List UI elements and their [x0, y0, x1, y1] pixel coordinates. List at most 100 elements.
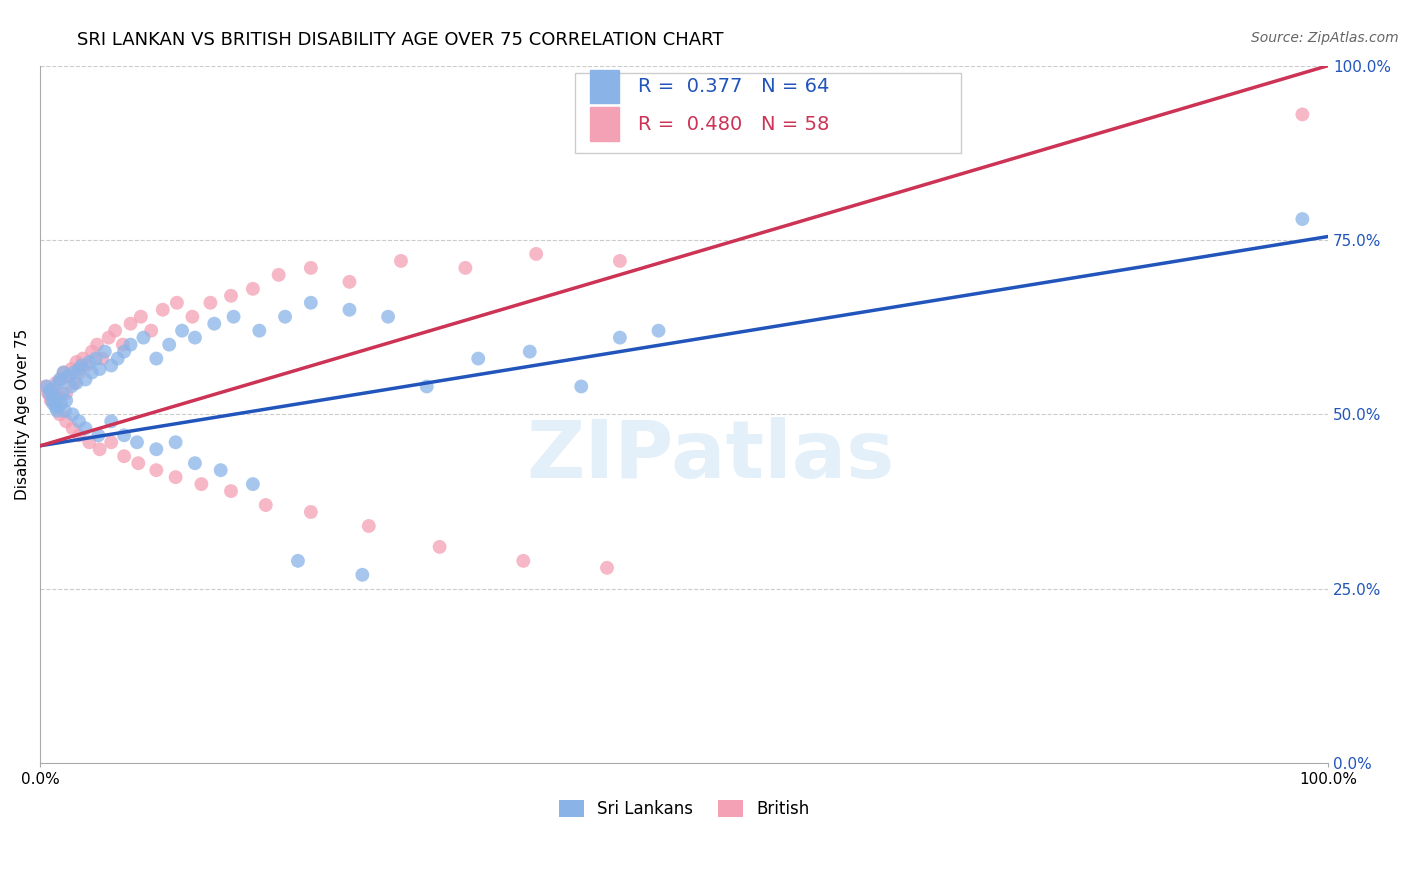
Point [104, 324, 127, 338]
Point [51, 386, 73, 401]
Point [166, 295, 188, 310]
Point [112, 344, 135, 359]
Point [46, 404, 69, 418]
Point [87, 428, 110, 442]
Point [352, 567, 374, 582]
Point [416, 379, 439, 393]
Point [97, 331, 120, 345]
Point [63, 376, 86, 390]
Point [357, 519, 380, 533]
Point [37, 386, 59, 401]
Point [44, 390, 66, 404]
Point [190, 477, 212, 491]
Point [512, 554, 534, 568]
FancyBboxPatch shape [591, 70, 619, 103]
Point [377, 310, 399, 324]
Point [129, 310, 152, 324]
Point [91, 351, 114, 366]
Text: SRI LANKAN VS BRITISH DISABILITY AGE OVER 75 CORRELATION CHART: SRI LANKAN VS BRITISH DISABILITY AGE OVE… [77, 31, 724, 49]
Point [609, 331, 631, 345]
Point [70, 359, 93, 373]
Point [65, 376, 87, 390]
Text: R =  0.377   N = 64: R = 0.377 N = 64 [638, 77, 830, 95]
Point [125, 435, 148, 450]
Point [55, 414, 77, 428]
Point [299, 505, 322, 519]
Point [141, 324, 163, 338]
Point [75, 421, 97, 435]
Point [200, 295, 222, 310]
Point [524, 247, 547, 261]
Point [242, 282, 264, 296]
Point [111, 337, 134, 351]
Point [145, 442, 167, 457]
Point [34, 379, 56, 393]
Point [647, 324, 669, 338]
Point [299, 295, 322, 310]
Point [45, 376, 67, 390]
Point [120, 317, 142, 331]
Point [184, 456, 207, 470]
Point [120, 337, 142, 351]
Point [72, 351, 94, 366]
Point [145, 351, 167, 366]
Point [89, 362, 111, 376]
Point [76, 359, 98, 373]
Point [339, 275, 361, 289]
Y-axis label: Disability Age Over 75: Disability Age Over 75 [15, 329, 30, 500]
Point [202, 317, 225, 331]
Point [41, 393, 63, 408]
Point [132, 331, 155, 345]
FancyBboxPatch shape [591, 107, 619, 141]
Point [222, 310, 245, 324]
Text: R =  0.480   N = 58: R = 0.480 N = 58 [638, 114, 830, 134]
Point [79, 355, 101, 369]
Point [48, 390, 70, 404]
Text: Source: ZipAtlas.com: Source: ZipAtlas.com [1251, 31, 1399, 45]
Point [67, 362, 90, 376]
Point [1291, 107, 1313, 121]
Point [596, 561, 619, 575]
Point [55, 393, 77, 408]
Point [94, 344, 117, 359]
Point [1291, 212, 1313, 227]
Point [184, 331, 207, 345]
Point [65, 355, 87, 369]
Point [48, 408, 70, 422]
Point [80, 366, 103, 380]
Point [86, 337, 108, 351]
Point [429, 540, 451, 554]
Point [467, 351, 489, 366]
Point [165, 435, 187, 450]
Point [242, 477, 264, 491]
Point [52, 366, 75, 380]
Point [80, 344, 103, 359]
Point [79, 435, 101, 450]
Point [107, 351, 129, 366]
Point [100, 435, 122, 450]
Point [62, 421, 84, 435]
FancyBboxPatch shape [575, 72, 962, 153]
Point [39, 393, 62, 408]
Point [60, 379, 83, 393]
Point [49, 397, 72, 411]
Point [67, 428, 90, 442]
Point [58, 369, 80, 384]
Point [170, 324, 193, 338]
Point [39, 383, 62, 397]
Point [287, 554, 309, 568]
Point [52, 366, 75, 380]
Point [84, 351, 107, 366]
Point [389, 253, 412, 268]
Point [127, 456, 149, 470]
Point [67, 366, 90, 380]
Point [42, 397, 65, 411]
Point [48, 372, 70, 386]
Point [35, 379, 58, 393]
Point [145, 463, 167, 477]
Point [609, 253, 631, 268]
Point [267, 268, 290, 282]
Point [42, 383, 65, 397]
Point [181, 310, 204, 324]
Point [454, 260, 477, 275]
